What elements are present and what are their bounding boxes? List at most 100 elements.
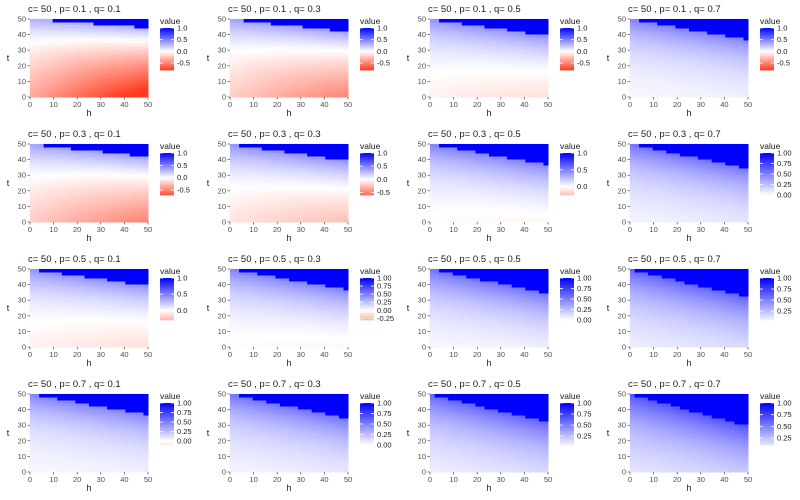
heatmap-cell [102, 94, 108, 98]
heatmap-cell [120, 19, 126, 23]
heatmap-cell [298, 216, 304, 220]
heatmap-cell [475, 88, 481, 92]
heatmap-cell [343, 210, 349, 214]
heatmap-cell [98, 147, 104, 151]
heatmap-cell [684, 55, 690, 59]
heatmap-cell [75, 79, 81, 83]
heatmap-cell [743, 22, 749, 26]
heatmap-cell [679, 25, 685, 29]
heatmap-cell [479, 207, 485, 211]
heatmap-cell [489, 150, 495, 154]
heatmap-cell [252, 219, 258, 223]
heatmap-cell [684, 61, 690, 65]
heatmap-cell [138, 153, 144, 157]
heatmap-cell [116, 67, 122, 71]
heatmap-cell [439, 195, 445, 199]
heatmap-cell [93, 43, 99, 47]
heatmap-cell [79, 183, 85, 187]
legend-colorbar [560, 28, 574, 71]
heatmap-cell [511, 19, 517, 23]
heatmap-cell [243, 31, 249, 35]
heatmap-cell [66, 49, 72, 53]
heatmap-cell [138, 22, 144, 26]
heatmap-cell [661, 91, 667, 95]
heatmap-cell [52, 40, 58, 44]
heatmap-cell [743, 70, 749, 74]
heatmap-cell [43, 85, 49, 89]
heatmap-cell [79, 216, 85, 220]
heatmap-cell [325, 219, 331, 223]
heatmap-cell [134, 147, 140, 151]
heatmap-cell [743, 49, 749, 53]
heatmap-cell [93, 40, 99, 44]
heatmap-cell [520, 70, 526, 74]
heatmap-cell [479, 88, 485, 92]
heatmap-cell [670, 25, 676, 29]
heatmap-cell [270, 61, 276, 65]
heatmap-cell [479, 177, 485, 181]
heatmap-cell [689, 58, 695, 62]
heatmap-cell [452, 25, 458, 29]
heatmap-cell [657, 58, 663, 62]
heatmap-cell [70, 162, 76, 166]
heatmap-cell [243, 147, 249, 151]
heatmap-cell [75, 28, 81, 32]
heatmap-cell [516, 94, 522, 98]
heatmap-cell [111, 168, 117, 172]
heatmap-cell [261, 61, 267, 65]
heatmap-cell [534, 64, 540, 68]
heatmap-cell [89, 186, 95, 190]
heatmap-cell [89, 219, 95, 223]
heatmap-cell [484, 195, 490, 199]
heatmap-cell [484, 82, 490, 86]
heatmap-cell [138, 210, 144, 214]
heatmap-cell [79, 94, 85, 98]
heatmap-cell [61, 204, 67, 208]
heatmap-cell [284, 192, 290, 196]
heatmap-cell [279, 198, 285, 202]
heatmap-cell [125, 195, 131, 199]
heatmap-cell [479, 82, 485, 86]
heatmap-cell [329, 94, 335, 98]
heatmap-cell [125, 94, 131, 98]
heatmap-cell [48, 82, 54, 86]
heatmap-cell [261, 31, 267, 35]
legend-tick-label: 1.0 [377, 149, 387, 158]
heatmap-cell [338, 43, 344, 47]
heatmap-cell [98, 49, 104, 53]
y-tick-label: 20 [618, 61, 626, 70]
heatmap-cell [457, 168, 463, 172]
heatmap-cell [452, 192, 458, 196]
heatmap-cell [61, 171, 67, 175]
heatmap-cell [457, 64, 463, 68]
heatmap-cell [230, 49, 236, 53]
heatmap-cell [270, 168, 276, 172]
heatmap-cell [338, 61, 344, 65]
heatmap-cell [52, 159, 58, 163]
heatmap-cell [43, 159, 49, 163]
heatmap-cell [43, 67, 49, 71]
heatmap-cell [679, 34, 685, 38]
heatmap-cell [443, 94, 449, 98]
heatmap-cell [279, 58, 285, 62]
heatmap-cell [666, 25, 672, 29]
heatmap-cell [466, 73, 472, 77]
heatmap-cell [743, 46, 749, 50]
heatmap-cell [484, 171, 490, 175]
heatmap-cell [461, 195, 467, 199]
heatmap-cell [648, 82, 654, 86]
heatmap-cell [84, 174, 90, 178]
heatmap-cell [430, 76, 436, 80]
heatmap-cell [634, 91, 640, 95]
heatmap-cell [675, 52, 681, 56]
heatmap-cell [61, 183, 67, 187]
heatmap-cell [289, 28, 295, 32]
heatmap-cell [48, 186, 54, 190]
heatmap-cell [138, 144, 144, 148]
heatmap-cell [502, 52, 508, 56]
heatmap-cell [534, 76, 540, 80]
heatmap-cell [125, 22, 131, 26]
heatmap-cell [75, 31, 81, 35]
heatmap-cell [484, 153, 490, 157]
heatmap-cell [666, 31, 672, 35]
